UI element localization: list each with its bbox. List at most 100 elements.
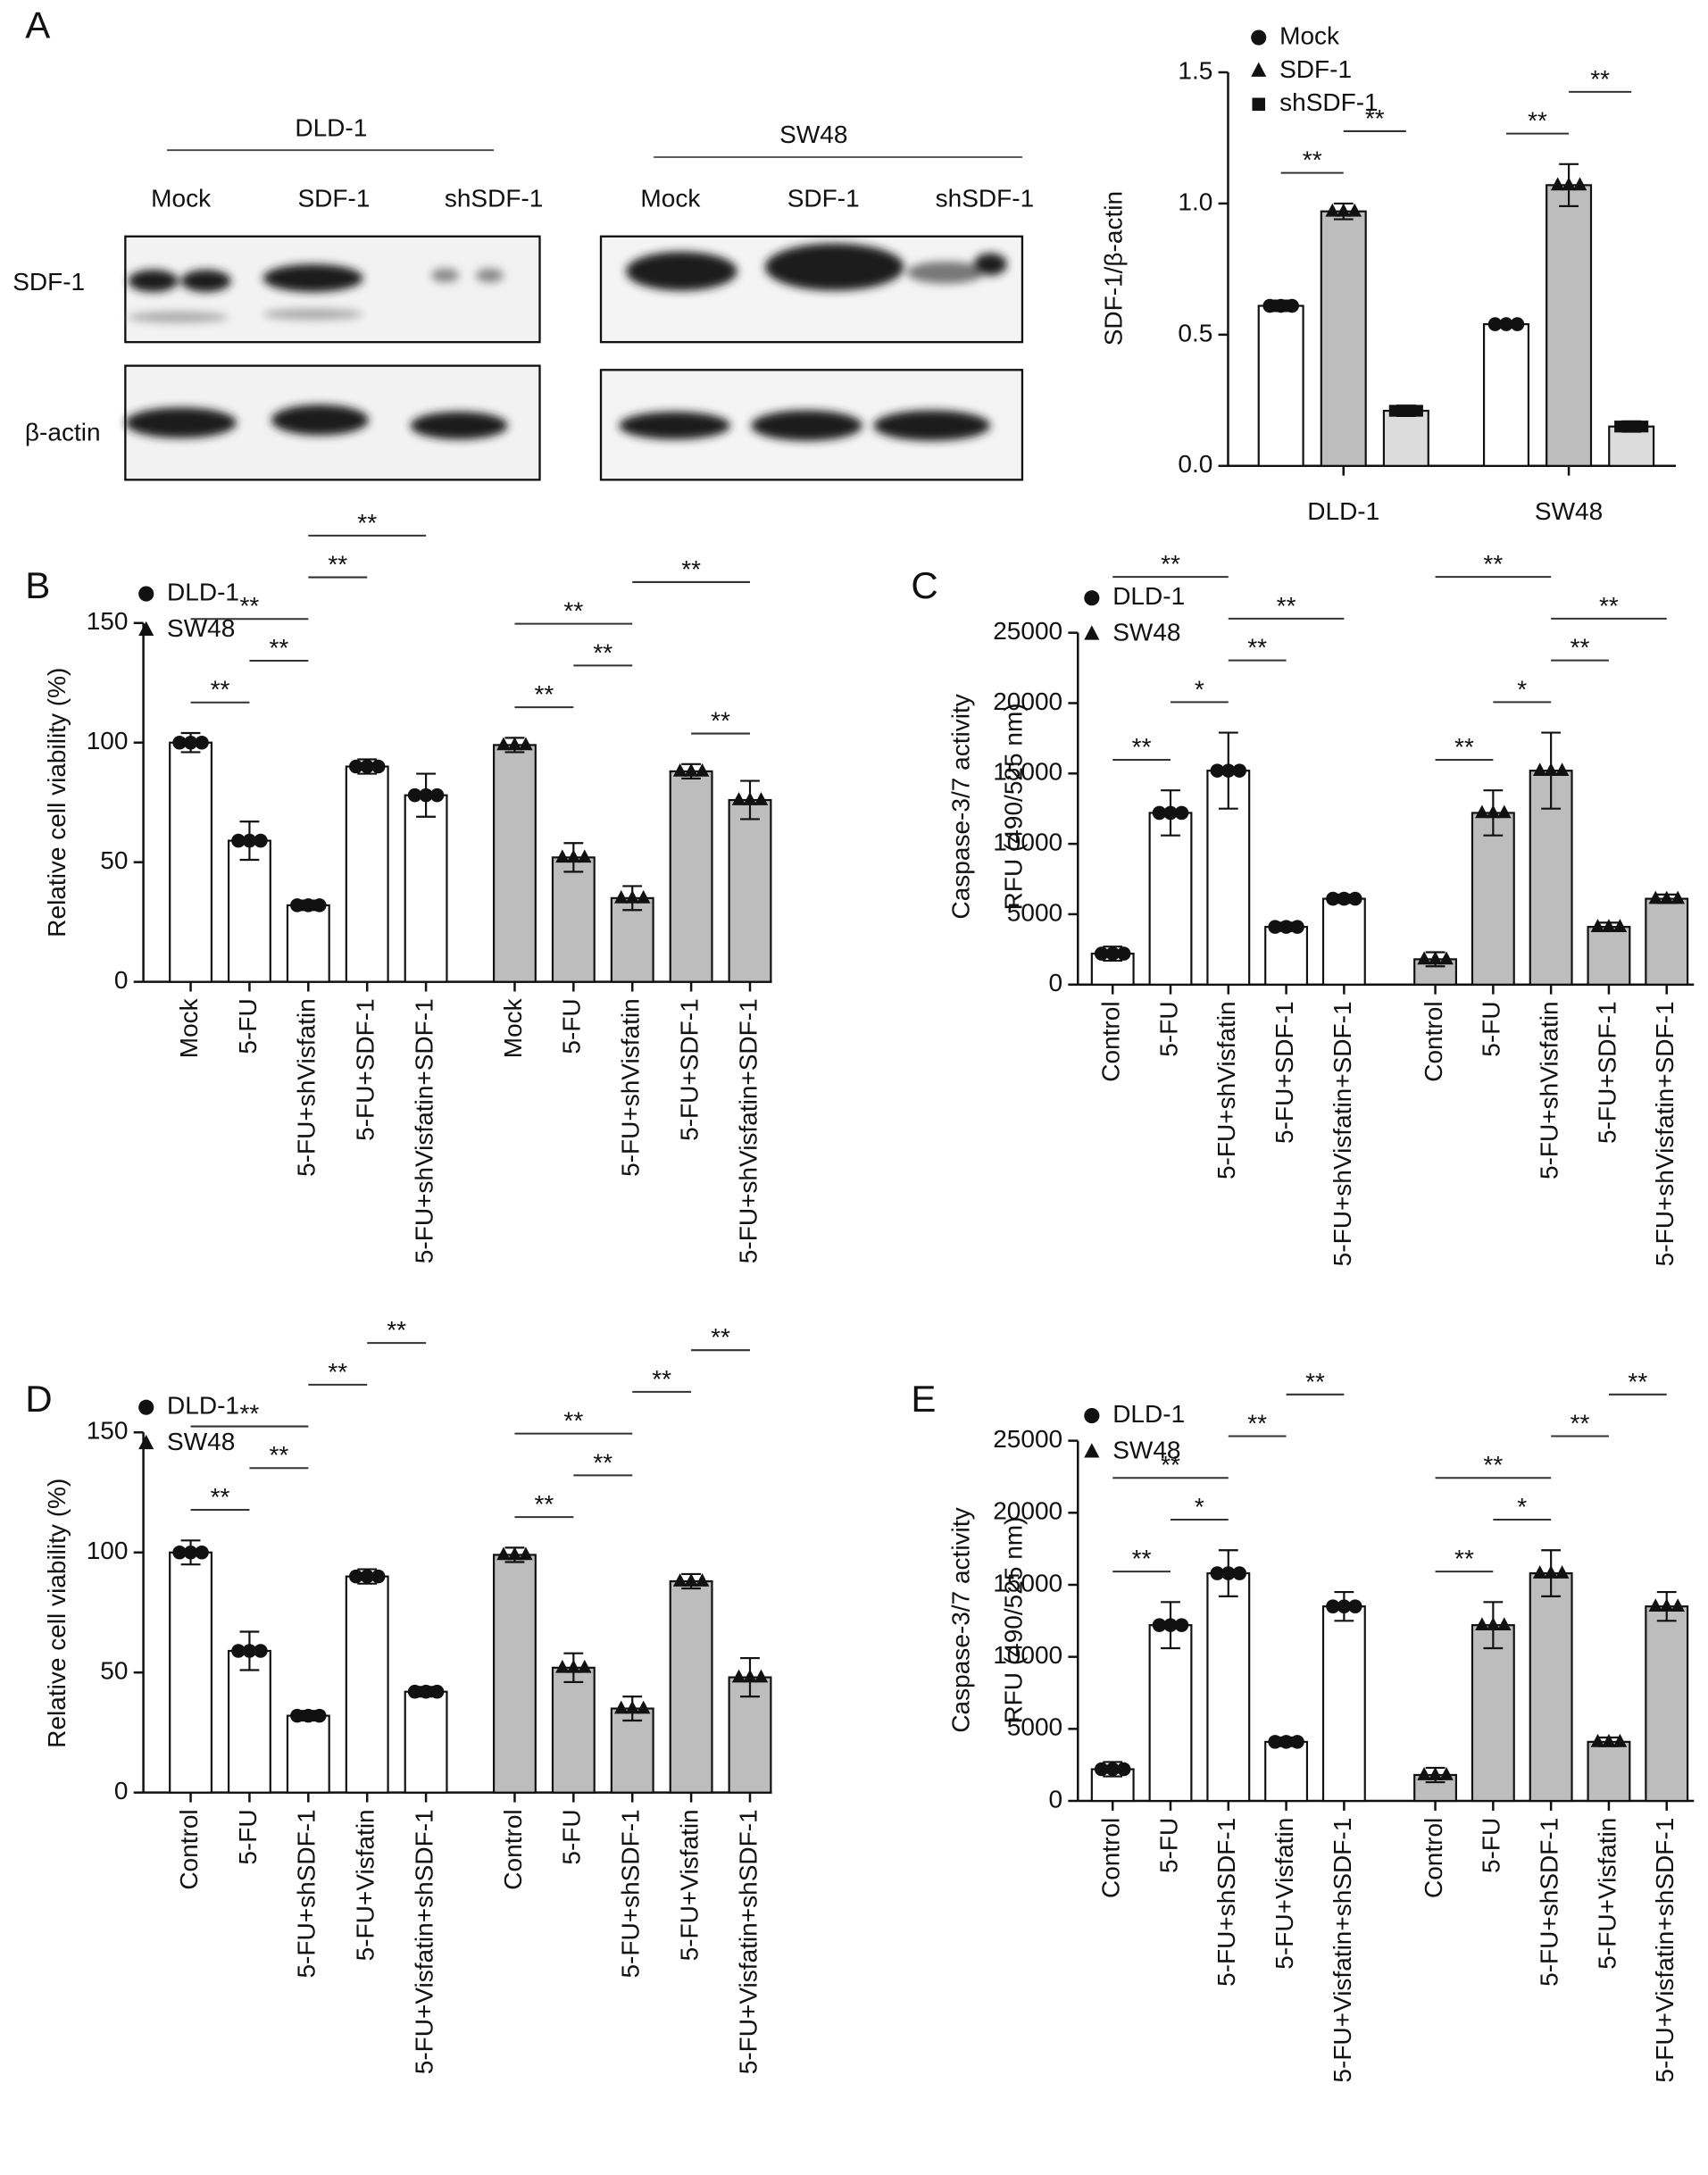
significance-label: ** — [1247, 1409, 1267, 1437]
point — [1439, 1767, 1454, 1780]
significance-label: ** — [1132, 1545, 1152, 1572]
point — [1268, 920, 1282, 934]
point — [1428, 1767, 1443, 1780]
point — [172, 1545, 187, 1560]
point — [1590, 919, 1605, 932]
legend-label: DLD-1 — [1112, 1400, 1185, 1428]
point — [731, 1669, 746, 1683]
x-tick-label: 5-FU+shVisfatin — [1536, 1001, 1563, 1179]
point — [1602, 919, 1616, 932]
significance-label: ** — [1454, 733, 1474, 761]
significance-label: ** — [1590, 65, 1610, 93]
y-axis-label: Relative cell viability (%) — [43, 668, 71, 938]
x-tick-label: 5-FU — [234, 998, 262, 1054]
y-tick-label: 150 — [87, 1417, 129, 1445]
significance-label: ** — [711, 1323, 730, 1351]
significance-label: ** — [652, 1365, 671, 1393]
point — [429, 788, 445, 803]
panel-letter: E — [911, 1378, 936, 1420]
legend-marker — [138, 621, 154, 636]
x-tick-label: 5-FU — [558, 998, 586, 1054]
panel-letter: B — [25, 564, 50, 606]
point — [1347, 203, 1362, 217]
x-tick-label: 5-FU+Visfatin+shSDF-1 — [734, 1809, 762, 2074]
significance-label: ** — [681, 555, 701, 583]
x-tick-label: 5-FU+Visfatin+shSDF-1 — [410, 1809, 437, 2074]
x-tick-label: Control — [1097, 1818, 1125, 1898]
y-tick-label: 50 — [100, 1657, 128, 1685]
bands — [125, 243, 1007, 441]
point — [1417, 951, 1431, 965]
x-tick-label: 5-FU — [1478, 1818, 1505, 1873]
bar — [551, 856, 596, 983]
legend-marker — [1084, 1408, 1100, 1424]
bar — [493, 1554, 537, 1794]
significance-label: ** — [1628, 1368, 1647, 1396]
x-tick-label: Control — [175, 1809, 203, 1889]
point — [242, 833, 257, 848]
point — [1554, 762, 1570, 776]
y-tick-label: 25000 — [993, 1425, 1062, 1453]
significance-label: * — [1517, 1493, 1527, 1521]
x-tick-label: 5-FU+shVisfatin+SDF-1 — [1329, 1001, 1356, 1266]
western-blot: DLD-1 SW48 Mock SDF-1 shSDF-1 Mock SDF-1… — [12, 113, 1034, 481]
point — [231, 1644, 246, 1658]
point — [684, 1573, 698, 1587]
point — [555, 849, 570, 863]
point — [1499, 317, 1513, 331]
x-tick-label: Control — [1420, 1001, 1447, 1081]
lane-label: Mock — [640, 185, 701, 212]
point — [1388, 404, 1402, 417]
x-tick-label: Control — [1420, 1818, 1447, 1898]
point — [1290, 920, 1304, 934]
point — [1544, 762, 1558, 776]
y-axis-label: Relative cell viability (%) — [43, 1479, 71, 1748]
significance-label: ** — [1483, 550, 1503, 578]
point — [1671, 890, 1685, 904]
point — [348, 1569, 363, 1584]
point — [1486, 804, 1501, 819]
point — [684, 762, 698, 777]
x-tick-label: Mock — [499, 997, 527, 1058]
bar — [345, 765, 389, 983]
x-tick-label: 5-FU — [234, 1809, 262, 1864]
point — [1221, 763, 1236, 778]
point — [1550, 177, 1565, 191]
point — [672, 762, 687, 777]
significance-label: ** — [1277, 592, 1296, 620]
point — [496, 737, 511, 751]
y-tick-label: 50 — [100, 846, 128, 874]
x-tick-label: 5-FU+shVisfatin — [293, 998, 321, 1177]
bar — [1148, 812, 1193, 986]
point — [1612, 919, 1628, 932]
point — [731, 792, 746, 805]
legend-marker — [1084, 1443, 1100, 1458]
significance-label: ** — [593, 638, 612, 666]
significance-label: ** — [1599, 592, 1619, 620]
y-tick-label: 5000 — [1007, 898, 1062, 926]
panel-letter: D — [25, 1378, 52, 1420]
protein-label: β-actin — [25, 418, 101, 446]
bar — [227, 1649, 271, 1794]
point — [555, 1659, 570, 1673]
bar — [345, 1575, 389, 1794]
legend-label: SDF-1 — [1279, 55, 1352, 83]
x-tick-label: 5-FU+Visfatin+shSDF-1 — [1651, 1818, 1679, 2083]
point — [371, 759, 386, 774]
point — [1116, 1762, 1131, 1777]
lane-label: shSDF-1 — [445, 185, 544, 212]
significance-label: ** — [1365, 104, 1385, 132]
legend-marker — [1251, 29, 1267, 46]
point — [743, 792, 757, 805]
significance-label: * — [1195, 1493, 1204, 1521]
y-tick-label: 0 — [114, 1777, 129, 1804]
y-axis-label: RFU (490/525 nm) — [1000, 1517, 1028, 1724]
y-tick-label: 25000 — [993, 617, 1062, 645]
bar — [551, 1666, 596, 1794]
bar — [728, 798, 772, 983]
point — [254, 1644, 268, 1658]
point — [1163, 1618, 1178, 1632]
point — [695, 1573, 710, 1587]
point — [195, 735, 209, 750]
bar — [286, 1714, 330, 1794]
